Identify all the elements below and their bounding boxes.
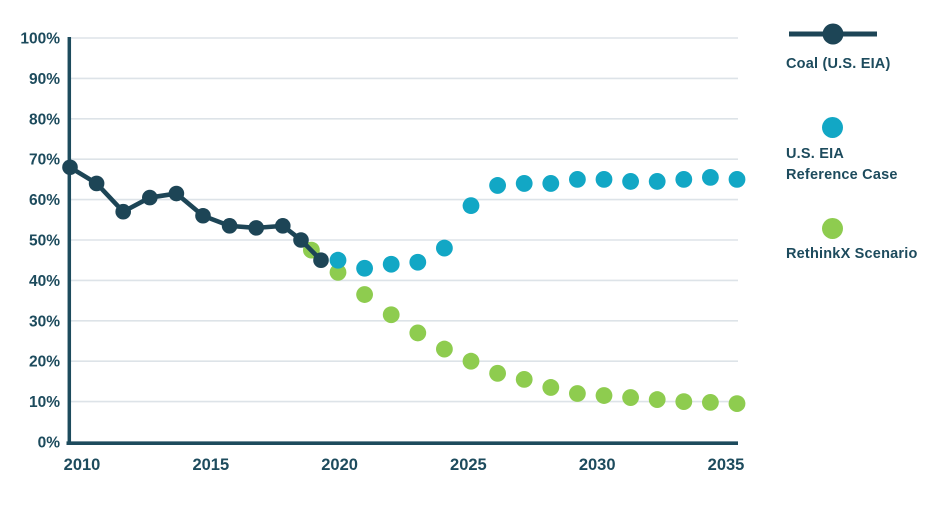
y-axis-tick-label: 40% <box>29 273 60 290</box>
coal-data-point <box>221 218 238 234</box>
eia-reference-data-point <box>515 175 533 192</box>
legend-label-coal: Coal (U.S. EIA) <box>786 56 891 72</box>
x-axis-tick-label: 2030 <box>579 456 616 474</box>
coal-data-point <box>168 185 185 202</box>
rethinkx-data-point <box>356 286 373 303</box>
y-axis-tick-label: 10% <box>29 394 60 411</box>
y-axis-tick-label: 50% <box>29 233 60 250</box>
eia-reference-data-point <box>569 171 586 188</box>
y-axis-tick-label: 70% <box>29 152 60 169</box>
rethinkx-data-point <box>728 395 746 413</box>
eia-reference-data-point <box>489 177 506 194</box>
rethinkx-data-point <box>675 393 693 410</box>
eia-reference-data-point <box>702 168 719 186</box>
eia-reference-data-point <box>675 171 693 188</box>
eia-reference-data-point <box>436 239 453 257</box>
coal-data-point <box>142 189 158 206</box>
x-axis-tick-label: 2015 <box>192 456 229 474</box>
legend-label-eia-reference: U.S. EIA Reference Case <box>786 146 898 183</box>
eia-reference-data-point <box>622 173 639 190</box>
y-axis-tick-label: 20% <box>29 354 60 371</box>
y-axis-tick-label: 0% <box>38 435 61 452</box>
y-axis-tick-label: 60% <box>29 192 60 209</box>
y-axis-tick-label: 100% <box>20 31 60 48</box>
eia-reference-data-point <box>329 251 347 269</box>
eia-reference-data-point <box>595 171 613 188</box>
rethinkx-data-point <box>462 352 480 370</box>
rethinkx-data-point <box>382 306 400 324</box>
x-axis-tick-label: 2010 <box>64 456 101 474</box>
coal-data-point <box>248 220 264 236</box>
eia-reference-data-point <box>409 253 427 271</box>
rethinkx-data-point <box>622 389 639 406</box>
y-axis-tick-label: 80% <box>29 111 60 128</box>
rethinkx-data-point <box>569 385 586 402</box>
rethinkx-data-point <box>542 379 560 396</box>
eia-reference-data-point <box>382 255 400 273</box>
x-axis-tick-label: 2025 <box>450 456 487 474</box>
eia-reference-data-point <box>648 173 666 190</box>
eia-reference-dot-icon <box>822 117 843 138</box>
chart-legend: Coal (U.S. EIA) U.S. EIA Reference Case … <box>786 20 946 265</box>
rethinkx-data-point <box>648 391 666 408</box>
rethinkx-data-point <box>515 370 533 388</box>
x-axis-tick-label: 2035 <box>708 456 745 474</box>
coal-line-marker-icon <box>789 23 877 45</box>
legend-item-rethinkx: RethinkX Scenario <box>786 218 946 265</box>
coal-data-point <box>115 203 131 220</box>
eia-reference-data-point <box>356 259 373 277</box>
rethinkx-data-point <box>595 387 613 404</box>
coal-data-point <box>313 252 329 268</box>
legend-label-rethinkx: RethinkX Scenario <box>786 246 918 262</box>
rethinkx-data-point <box>329 263 347 281</box>
eia-reference-data-point <box>542 175 560 192</box>
coal-data-point <box>195 207 211 224</box>
rethinkx-data-point <box>702 394 719 411</box>
coal-data-point <box>62 159 78 176</box>
rethinkx-data-point <box>436 340 453 358</box>
legend-item-eia-reference: U.S. EIA Reference Case <box>786 117 946 186</box>
coal-data-point <box>275 218 291 234</box>
rethinkx-dot-icon <box>822 218 843 239</box>
coal-data-point <box>293 232 309 248</box>
rethinkx-data-point <box>409 324 427 342</box>
coal-data-point <box>88 175 105 192</box>
legend-item-coal: Coal (U.S. EIA) <box>786 20 946 75</box>
x-axis-tick-label: 2020 <box>321 456 358 474</box>
y-axis-tick-label: 30% <box>29 313 60 330</box>
y-axis-tick-label: 90% <box>29 71 60 88</box>
eia-reference-data-point <box>462 197 480 215</box>
rethinkx-data-point <box>489 364 506 382</box>
eia-reference-data-point <box>728 171 746 188</box>
